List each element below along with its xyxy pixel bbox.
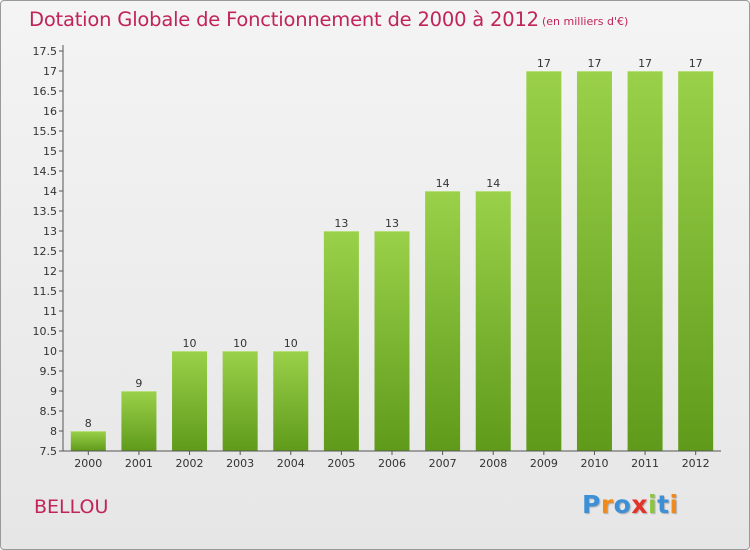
x-tick-label: 2002: [176, 457, 204, 470]
bar-2003: [222, 351, 258, 451]
y-tick-label: 10: [43, 345, 57, 358]
y-tick-label: 15.5: [33, 125, 58, 138]
bar-2012: [678, 71, 714, 451]
bar-value-label: 17: [638, 57, 652, 70]
y-axis: 7.5 8 8.5 9 9.5 10 10.5 11 11.5 12 12.5 13 13.5 14 14.…: [33, 45, 64, 458]
x-tick-label: 2001: [125, 457, 153, 470]
y-tick-label: 9: [50, 385, 57, 398]
bar-value-label: 14: [486, 177, 500, 190]
bar-value-label: 17: [537, 57, 551, 70]
bar-value-label: 10: [233, 337, 247, 350]
y-tick-label: 13: [43, 225, 57, 238]
logo-letter: i: [669, 490, 679, 519]
bar-value-label: 8: [85, 417, 92, 430]
y-tick-label: 15: [43, 145, 57, 158]
y-tick-label: 17.5: [33, 45, 58, 58]
logo-letter: t: [657, 490, 670, 519]
x-tick-label: 2005: [327, 457, 355, 470]
bar-2002: [172, 351, 208, 451]
bar-2010: [576, 71, 612, 451]
y-tick-label: 12.5: [33, 245, 58, 258]
x-tick-label: 2007: [429, 457, 457, 470]
y-tick-label: 8.5: [40, 405, 58, 418]
bar-value-label: 17: [587, 57, 601, 70]
y-tick-label: 17: [43, 65, 57, 78]
y-tick-label: 16: [43, 105, 57, 118]
bar-2005: [323, 231, 359, 451]
y-tick-label: 9.5: [40, 365, 58, 378]
y-tick-label: 7.5: [40, 445, 58, 458]
y-tick-label: 14: [43, 185, 57, 198]
bar-value-label: 13: [385, 217, 399, 230]
y-tick-label: 13.5: [33, 205, 58, 218]
y-tick-label: 11: [43, 305, 57, 318]
x-tick-label: 2011: [631, 457, 659, 470]
y-tick-label: 8: [50, 425, 57, 438]
chart-title: Dotation Globale de Fonctionnement de 20…: [29, 8, 539, 31]
x-tick-label: 2009: [530, 457, 558, 470]
x-tick-label: 2012: [682, 457, 710, 470]
bar-value-label: 9: [135, 377, 142, 390]
bar-2008: [475, 191, 511, 451]
bar-2011: [627, 71, 663, 451]
x-tick-label: 2008: [479, 457, 507, 470]
bars: 8 9 10 10 10 13 13 14 14 17 17 17 17: [70, 57, 714, 451]
x-tick-label: 2004: [277, 457, 305, 470]
bar-value-label: 13: [334, 217, 348, 230]
chart-subtitle: (en milliers d'€): [542, 15, 629, 28]
logo-letter: i: [648, 490, 658, 519]
bar-2000: [70, 431, 106, 451]
bar-2004: [273, 351, 309, 451]
x-tick-label: 2003: [226, 457, 254, 470]
bar-value-label: 10: [183, 337, 197, 350]
bar-2007: [425, 191, 461, 451]
y-tick-label: 12: [43, 265, 57, 278]
logo-letter: o: [613, 490, 632, 519]
y-tick-label: 10.5: [33, 325, 58, 338]
y-tick-label: 16.5: [33, 85, 58, 98]
x-tick-label: 2010: [580, 457, 608, 470]
bar-value-label: 10: [284, 337, 298, 350]
bar-value-label: 17: [689, 57, 703, 70]
x-tick-label: 2006: [378, 457, 406, 470]
y-tick-label: 11.5: [33, 285, 58, 298]
bar-2009: [526, 71, 562, 451]
proxiti-logo[interactable]: Proxiti: [582, 490, 679, 519]
bar-2001: [121, 391, 157, 451]
logo-letter: r: [600, 490, 614, 519]
bar-2006: [374, 231, 410, 451]
logo-letter: P: [582, 490, 601, 519]
place-name: BELLOU: [34, 496, 109, 518]
bar-value-label: 14: [436, 177, 450, 190]
x-axis: 2000 2001 2002 2003 2004 2005 2006 2007 2008 2009…: [63, 450, 721, 470]
logo-letter: x: [631, 490, 648, 519]
x-tick-label: 2000: [74, 457, 102, 470]
y-tick-label: 14.5: [33, 165, 58, 178]
